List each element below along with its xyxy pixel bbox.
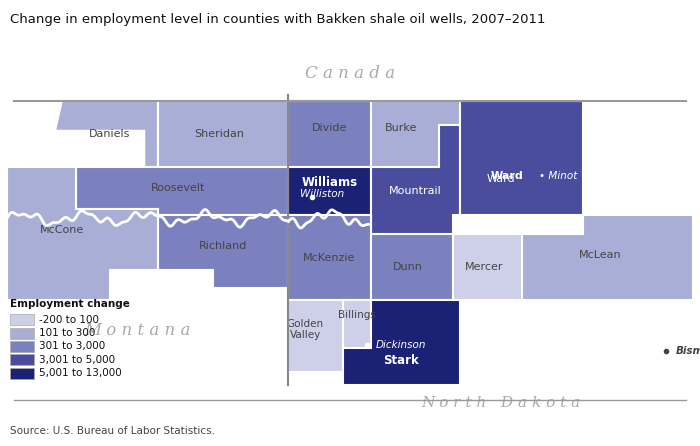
Polygon shape: [55, 100, 158, 167]
Text: Employment change: Employment change: [10, 299, 130, 309]
Text: M o n t a n a: M o n t a n a: [84, 322, 190, 339]
Text: Burke: Burke: [385, 123, 418, 133]
Text: Divide: Divide: [312, 123, 347, 133]
Text: Dunn: Dunn: [393, 262, 424, 272]
Text: 101 to 300: 101 to 300: [38, 328, 95, 338]
Polygon shape: [370, 234, 453, 300]
Polygon shape: [158, 215, 288, 288]
Polygon shape: [76, 167, 288, 215]
FancyBboxPatch shape: [10, 314, 34, 325]
Polygon shape: [7, 167, 158, 300]
Text: Valley: Valley: [290, 330, 321, 340]
Polygon shape: [288, 167, 370, 215]
Polygon shape: [370, 125, 460, 300]
Text: Stark: Stark: [384, 354, 419, 367]
Text: -200 to 100: -200 to 100: [38, 315, 99, 325]
Polygon shape: [522, 215, 693, 300]
Text: 301 to 3,000: 301 to 3,000: [38, 342, 105, 351]
Polygon shape: [288, 100, 370, 167]
FancyBboxPatch shape: [10, 355, 34, 365]
Text: C a n a d a: C a n a d a: [305, 65, 395, 82]
FancyBboxPatch shape: [10, 341, 34, 352]
Polygon shape: [288, 300, 370, 372]
Text: Change in employment level in counties with Bakken shale oil wells, 2007–2011: Change in employment level in counties w…: [10, 13, 546, 26]
Text: Golden: Golden: [287, 319, 324, 329]
Text: Richland: Richland: [199, 240, 247, 251]
Polygon shape: [288, 215, 370, 300]
Text: Williston: Williston: [300, 189, 344, 199]
Polygon shape: [370, 100, 460, 167]
Text: Ward: Ward: [491, 171, 524, 181]
Text: • Minot: • Minot: [539, 171, 577, 181]
Text: McLean: McLean: [579, 250, 622, 260]
Polygon shape: [453, 234, 522, 300]
Text: McKenzie: McKenzie: [303, 253, 356, 263]
Text: McCone: McCone: [40, 226, 84, 235]
Polygon shape: [343, 300, 460, 384]
Text: 3,001 to 5,000: 3,001 to 5,000: [38, 355, 115, 365]
Text: Williams: Williams: [302, 176, 358, 189]
FancyBboxPatch shape: [10, 328, 34, 339]
Text: Sheridan: Sheridan: [195, 129, 245, 139]
Polygon shape: [343, 300, 370, 348]
Text: N o r t h   D a k o t a: N o r t h D a k o t a: [421, 396, 580, 410]
Text: Daniels: Daniels: [89, 129, 131, 139]
Text: Roosevelt: Roosevelt: [151, 183, 206, 193]
Text: Bismarck: Bismarck: [676, 347, 700, 356]
Text: Dickinson: Dickinson: [376, 340, 427, 350]
Polygon shape: [158, 100, 288, 167]
Text: Billings: Billings: [338, 310, 376, 320]
Text: Mercer: Mercer: [465, 262, 503, 272]
Polygon shape: [460, 100, 583, 215]
Text: Mountrail: Mountrail: [389, 186, 442, 196]
FancyBboxPatch shape: [10, 368, 34, 379]
Text: Source: U.S. Bureau of Labor Statistics.: Source: U.S. Bureau of Labor Statistics.: [10, 426, 216, 436]
Text: 5,001 to 13,000: 5,001 to 13,000: [38, 368, 121, 378]
Text: Ward: Ward: [486, 174, 515, 184]
